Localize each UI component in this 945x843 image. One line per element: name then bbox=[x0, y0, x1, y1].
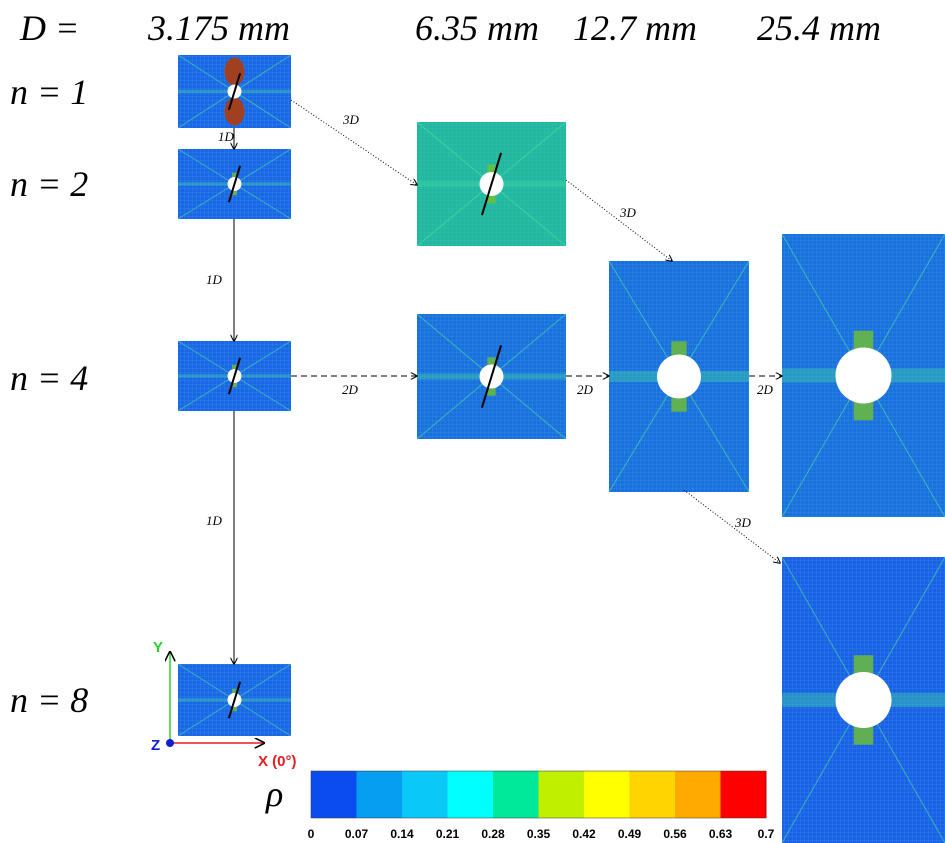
colorbar-segment bbox=[629, 771, 676, 818]
colorbar-tick: 0.63 bbox=[709, 827, 733, 841]
colorbar-frame bbox=[310, 770, 767, 819]
colorbar-tick: 0.21 bbox=[436, 827, 460, 841]
crack bbox=[480, 345, 503, 408]
edge-label: 1D bbox=[206, 272, 223, 287]
z-label: Z bbox=[151, 737, 160, 754]
colorbar-tick: 0.42 bbox=[572, 827, 596, 841]
diameter: 25.4 mm bbox=[757, 8, 881, 48]
colorbar-symbol: ρ bbox=[265, 774, 283, 814]
crack bbox=[227, 73, 242, 110]
colorbar-segment bbox=[311, 771, 357, 818]
crack bbox=[480, 152, 503, 216]
colorbar-tick: 0.56 bbox=[663, 827, 687, 841]
axes-triad: Y Z X (0°) bbox=[151, 639, 297, 770]
edge-label: 1D bbox=[218, 129, 235, 144]
colorbar-tick: 0.7 bbox=[758, 827, 775, 841]
colorbar-tick: 0.28 bbox=[481, 827, 505, 841]
colorbar-tick: 0.49 bbox=[618, 827, 642, 841]
hole bbox=[835, 672, 892, 728]
diameter-label: D = bbox=[19, 8, 79, 48]
arrow bbox=[290, 99, 417, 185]
colorbar-tick: 0.35 bbox=[527, 827, 551, 841]
colorbar-segment bbox=[584, 771, 630, 818]
colorbar-segment bbox=[493, 771, 539, 818]
crack bbox=[227, 681, 242, 719]
panels bbox=[177, 54, 945, 843]
row-label: n = 4 bbox=[10, 358, 88, 398]
edge-label: 2D bbox=[342, 382, 359, 397]
edge-label: 3D bbox=[619, 205, 637, 220]
diameter: 6.35 mm bbox=[415, 8, 539, 48]
colorbar: 0 0.07 0.14 0.21 0.28 0.35 0.42 0.49 0.56 0.63 0.7 bbox=[308, 770, 775, 841]
colorbar-segment bbox=[447, 771, 494, 818]
crack bbox=[227, 165, 242, 203]
edge-label: 1D bbox=[206, 513, 223, 528]
arrow bbox=[565, 179, 672, 261]
colorbar-segment bbox=[538, 771, 585, 818]
colorbar-segment bbox=[356, 771, 403, 818]
colorbar-tick: 0.07 bbox=[345, 827, 369, 841]
edge-label: 2D bbox=[757, 382, 774, 397]
row-label: n = 1 bbox=[10, 72, 88, 112]
edge-label: 3D bbox=[342, 112, 360, 127]
colorbar-segment bbox=[402, 771, 448, 818]
edge-label: 3D bbox=[734, 515, 752, 530]
damage bbox=[224, 97, 245, 126]
edge-label: 2D bbox=[577, 382, 594, 397]
colorbar-tick: 0 bbox=[308, 827, 315, 841]
x-label: X (0°) bbox=[258, 753, 297, 770]
z-axis bbox=[166, 739, 174, 747]
arrow bbox=[683, 489, 780, 563]
crack bbox=[227, 357, 242, 395]
row-label: n = 8 bbox=[10, 680, 88, 720]
row-label: n = 2 bbox=[10, 164, 88, 204]
colorbar-segment bbox=[720, 771, 767, 818]
diameter: 3.175 mm bbox=[147, 8, 290, 48]
hole bbox=[835, 347, 892, 404]
colorbar-segment bbox=[675, 771, 721, 818]
diameter: 12.7 mm bbox=[573, 8, 697, 48]
y-label: Y bbox=[153, 639, 163, 656]
edges: 1D 1D 1D 3D 2D 2D 2D 3D 3D bbox=[206, 99, 782, 664]
hole bbox=[657, 354, 701, 399]
damage bbox=[224, 57, 245, 86]
colorbar-tick: 0.14 bbox=[390, 827, 414, 841]
